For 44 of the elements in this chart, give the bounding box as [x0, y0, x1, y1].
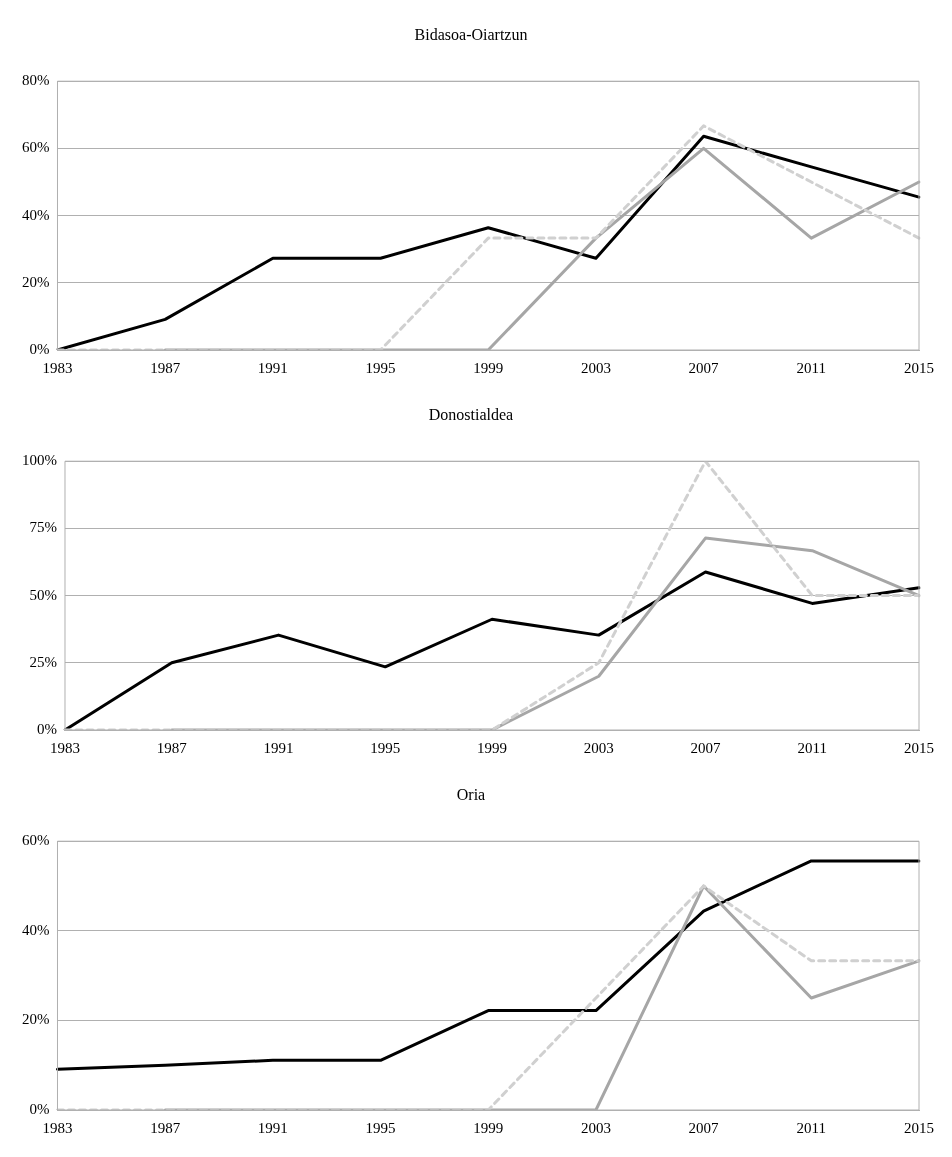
x-tick-label: 1983	[42, 359, 73, 376]
y-tick-label: 40%	[22, 921, 50, 938]
x-tick-label: 1991	[263, 739, 294, 756]
x-tick-label: 1983	[42, 1119, 73, 1136]
x-tick-label: 2011	[796, 1119, 827, 1136]
x-tick-label: 1991	[257, 359, 288, 376]
x-tick-label: 1987	[150, 359, 181, 376]
x-tick-label: 2011	[796, 359, 827, 376]
y-tick-label: 40%	[22, 206, 50, 223]
x-tick-label: 1995	[365, 359, 396, 376]
x-tick-label: 2015	[904, 1119, 934, 1136]
y-tick-label: 50%	[29, 586, 57, 603]
x-tick-label: 1987	[156, 739, 188, 756]
x-tick-label: 1987	[150, 1119, 181, 1136]
y-tick-label: 60%	[22, 832, 50, 849]
x-tick-label: 2007	[690, 739, 721, 756]
y-tick-label: 80%	[22, 72, 50, 89]
y-tick-label: 20%	[22, 1011, 50, 1028]
y-tick-label: 75%	[29, 519, 57, 536]
x-tick-label: 2007	[688, 1119, 720, 1136]
x-tick-label: 1995	[365, 1119, 396, 1136]
x-tick-label: 2011	[797, 739, 827, 756]
y-tick-label: 60%	[22, 139, 50, 156]
x-tick-label: 2015	[904, 739, 934, 756]
x-tick-label: 1999	[473, 359, 504, 376]
x-tick-label: 2003	[580, 1119, 611, 1136]
y-tick-label: 0%	[29, 1100, 50, 1117]
x-tick-label: 2007	[688, 359, 720, 376]
x-tick-label: 2003	[583, 739, 614, 756]
y-tick-label: 25%	[29, 653, 57, 670]
x-tick-label: 1991	[257, 1119, 288, 1136]
x-tick-label: 1995	[370, 739, 401, 756]
x-tick-label: 2003	[580, 359, 611, 376]
x-tick-label: 2015	[904, 359, 934, 376]
y-tick-label: 100%	[22, 452, 57, 469]
chart-title: Oria	[456, 785, 486, 803]
chart-title: Bidasoa-Oiartzun	[414, 25, 528, 43]
y-tick-label: 0%	[37, 720, 57, 737]
x-tick-label: 1999	[473, 1119, 504, 1136]
y-tick-label: 20%	[22, 273, 50, 290]
x-tick-label: 1999	[477, 739, 507, 756]
x-tick-label: 1983	[50, 739, 80, 756]
y-tick-label: 0%	[29, 340, 50, 357]
chart-title: Donostialdea	[428, 405, 514, 423]
